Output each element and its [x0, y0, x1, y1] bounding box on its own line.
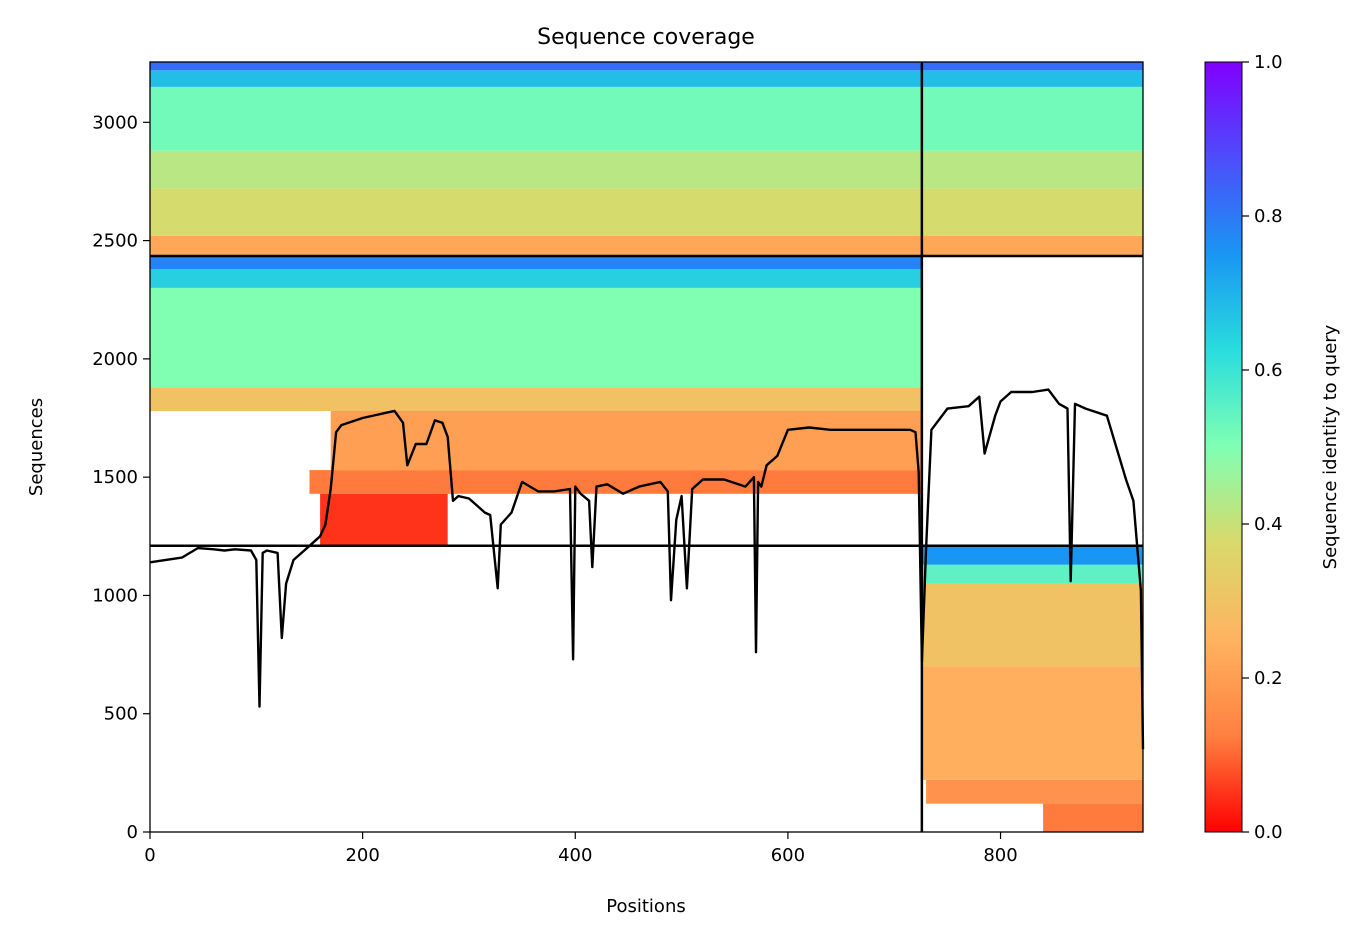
coverage-band [330, 410, 922, 470]
colorbar-label: Sequence identity to query [1320, 324, 1341, 569]
colorbar-tick-label: 0.4 [1254, 514, 1283, 535]
y-tick-label: 0 [127, 822, 138, 843]
colorbar-tick-label: 1.0 [1254, 52, 1283, 73]
colorbar-ticks: 0.0 0.2 0.4 0.6 0.8 1.0 [1242, 52, 1283, 843]
x-axis-ticks: 0 200 400 600 800 [144, 832, 1018, 866]
coverage-band [150, 256, 922, 269]
coverage-band [150, 150, 1143, 189]
y-tick-label: 3000 [92, 112, 138, 133]
x-tick-label: 800 [983, 845, 1017, 866]
y-tick-label: 2500 [92, 231, 138, 252]
coverage-band [150, 86, 1143, 151]
y-tick-label: 1500 [92, 467, 138, 488]
coverage-band [150, 287, 922, 388]
coverage-band [1043, 803, 1143, 832]
coverage-band [150, 62, 1143, 71]
y-tick-label: 2000 [92, 349, 138, 370]
y-axis-ticks: 0 500 1000 1500 2000 2500 3000 [92, 112, 150, 843]
x-tick-label: 600 [771, 845, 805, 866]
coverage-band [150, 387, 922, 411]
chart-title: Sequence coverage [537, 25, 755, 50]
colorbar-tick-label: 0.6 [1254, 360, 1283, 381]
coverage-band [926, 780, 1143, 804]
x-tick-label: 200 [345, 845, 379, 866]
coverage-line [149, 388, 1145, 750]
coverage-band [921, 666, 1143, 780]
coverage-band [150, 70, 1143, 87]
x-tick-label: 0 [144, 845, 155, 866]
coverage-band [150, 269, 922, 288]
coverage-band [320, 493, 448, 546]
y-axis-label: Sequences [26, 398, 47, 496]
x-tick-label: 400 [558, 845, 592, 866]
coverage-heatmap [150, 62, 1143, 832]
y-tick-label: 1000 [92, 585, 138, 606]
coverage-band [309, 470, 922, 494]
x-axis-label: Positions [606, 896, 685, 917]
colorbar-tick-label: 0.8 [1254, 206, 1283, 227]
chain-boundaries [150, 62, 1143, 832]
coverage-band [921, 583, 1143, 667]
colorbar-tick-label: 0.2 [1254, 668, 1283, 689]
colorbar [1204, 61, 1243, 833]
y-tick-label: 500 [104, 704, 138, 725]
coverage-band [150, 188, 1143, 236]
coverage-line-layer [149, 388, 1145, 750]
coverage-band [921, 545, 1143, 565]
coverage-band [150, 235, 1143, 256]
coverage-band [921, 564, 1143, 584]
colorbar-tick-label: 0.0 [1254, 822, 1283, 843]
plot-frame [149, 61, 1144, 833]
